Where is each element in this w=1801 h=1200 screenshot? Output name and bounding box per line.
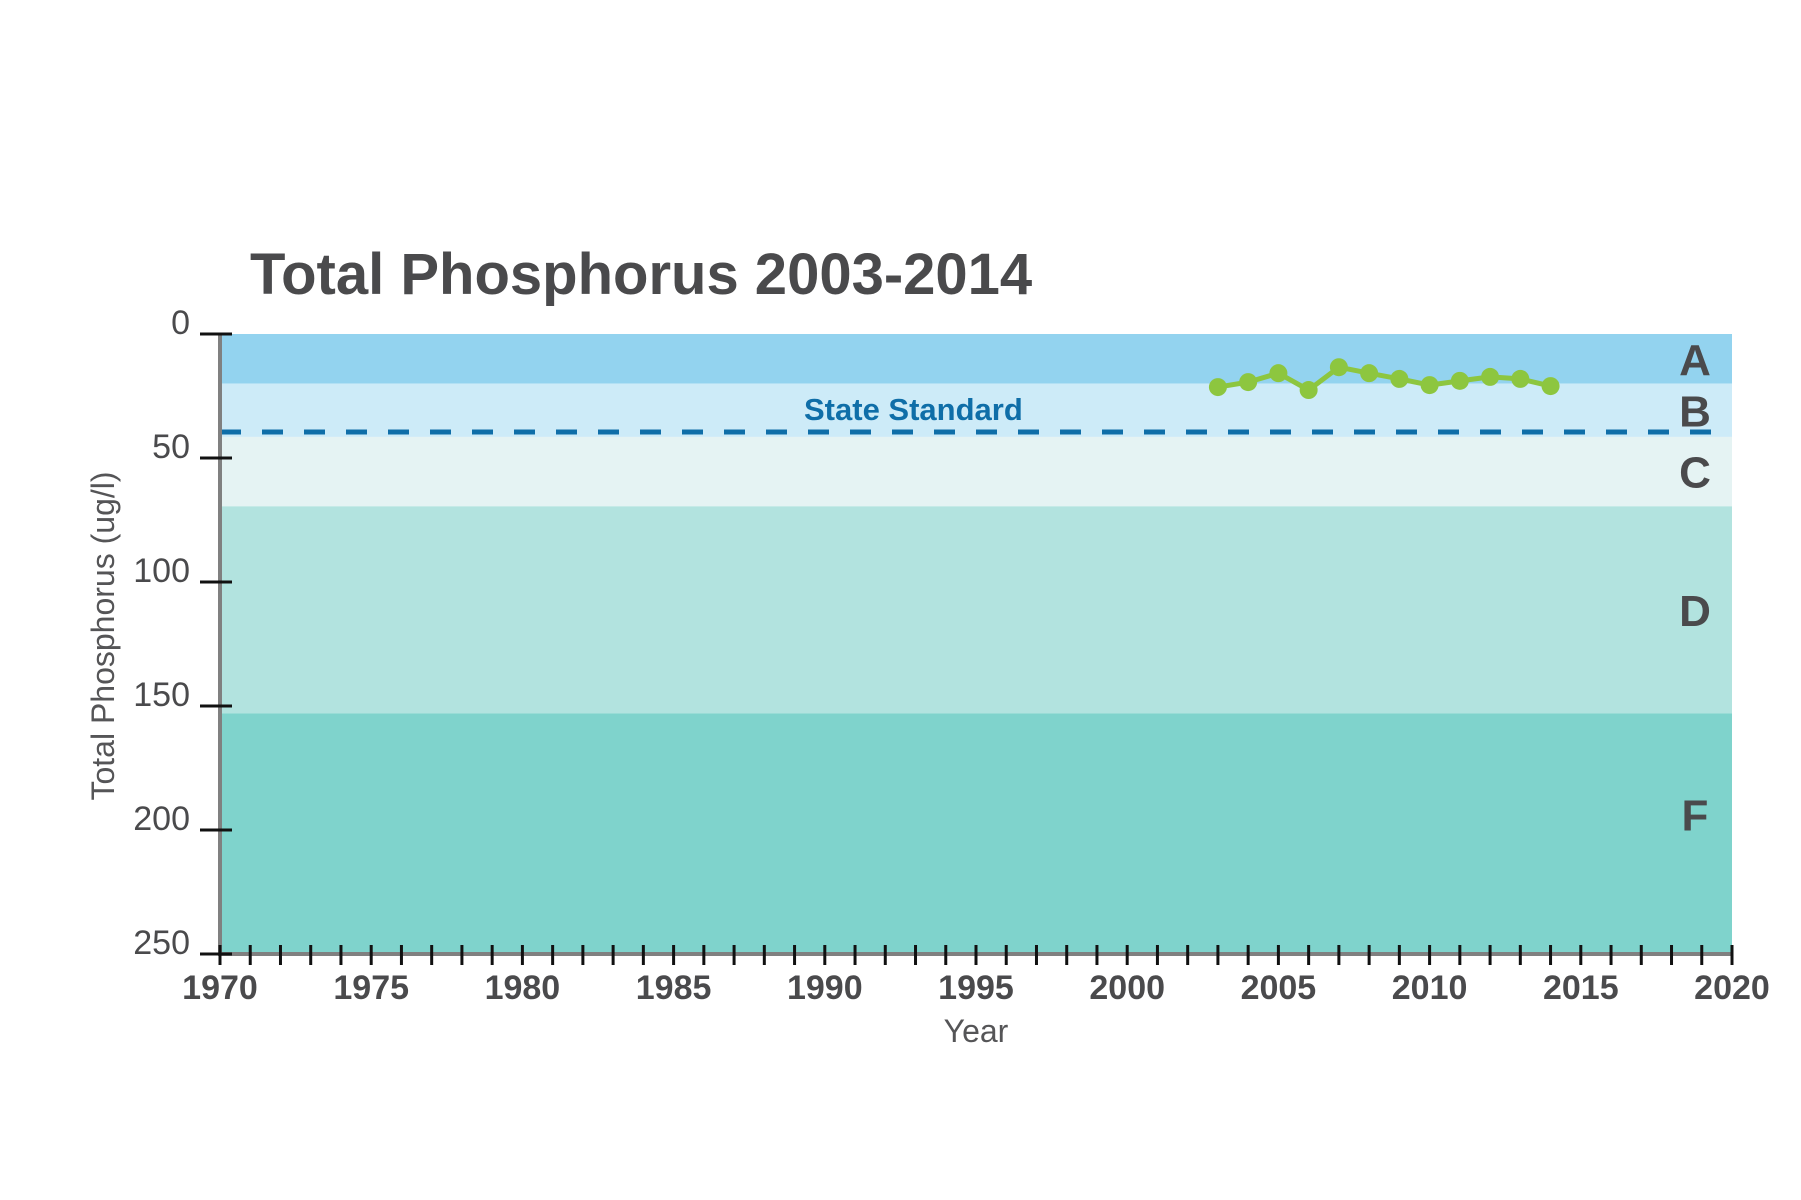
data-point-2003 [1208, 378, 1227, 397]
data-point-2012 [1481, 367, 1500, 386]
data-point-2005 [1269, 364, 1288, 383]
data-point-2010 [1420, 376, 1439, 395]
data-point-2006 [1299, 381, 1318, 400]
grade-label-c: C [1679, 449, 1711, 498]
grade-label-d: D [1679, 587, 1711, 636]
y-tick-label: 50 [152, 428, 190, 466]
data-point-2007 [1329, 358, 1348, 377]
state-standard: State Standard [220, 392, 1732, 435]
data-point-2004 [1239, 373, 1258, 392]
y-axis-label: Total Phosphorus (ug/l) [85, 471, 121, 800]
grade-bands [220, 334, 1732, 954]
x-tick-label: 1995 [938, 969, 1014, 1007]
band-d [220, 506, 1732, 714]
x-tick-label: 1970 [182, 969, 258, 1007]
data-point-2009 [1390, 369, 1409, 388]
x-tick-label: 1975 [333, 969, 409, 1007]
x-tick-label: 2010 [1392, 969, 1468, 1007]
y-tick-label: 200 [133, 800, 190, 838]
x-tick-label: 2000 [1089, 969, 1165, 1007]
y-tick-label: 250 [133, 924, 190, 962]
y-tick-label: 150 [133, 676, 190, 714]
x-ticks: 1970 1975 1980 1985 1990 1995 2000 2005 2010 2015… [182, 945, 1770, 1007]
x-axis-label: Year [944, 1013, 1009, 1049]
chart-title: Total Phosphorus 2003-2014 [250, 242, 1032, 307]
data-point-2013 [1511, 369, 1530, 388]
band-a [220, 334, 1732, 384]
x-tick-label: 2015 [1543, 969, 1619, 1007]
series-layer [1208, 358, 1560, 400]
data-point-2011 [1450, 371, 1469, 390]
band-b [220, 383, 1732, 437]
x-tick-label: 1990 [787, 969, 863, 1007]
x-tick-label: 2020 [1694, 969, 1770, 1007]
y-tick-label: 100 [133, 552, 190, 590]
grade-label-a: A [1679, 336, 1711, 385]
data-point-2008 [1360, 364, 1379, 383]
grade-label-f: F [1682, 791, 1709, 840]
x-tick-label: 1985 [636, 969, 712, 1007]
grade-labels: ABC D F [1679, 336, 1711, 841]
x-tick-label: 1980 [485, 969, 561, 1007]
y-tick-label: 0 [171, 304, 190, 342]
state-standard-label: State Standard [804, 392, 1023, 427]
y-ticks: 0 50 100 150 200 250 [133, 304, 232, 962]
band-c [220, 436, 1732, 507]
band-f [220, 713, 1732, 954]
grade-label-b: B [1679, 387, 1711, 436]
axes: 0 50 100 150 200 250 1970 1975 1980 1985 1990 1995… [133, 304, 1770, 1007]
x-tick-label: 2005 [1241, 969, 1317, 1007]
data-point-2014 [1541, 377, 1560, 396]
